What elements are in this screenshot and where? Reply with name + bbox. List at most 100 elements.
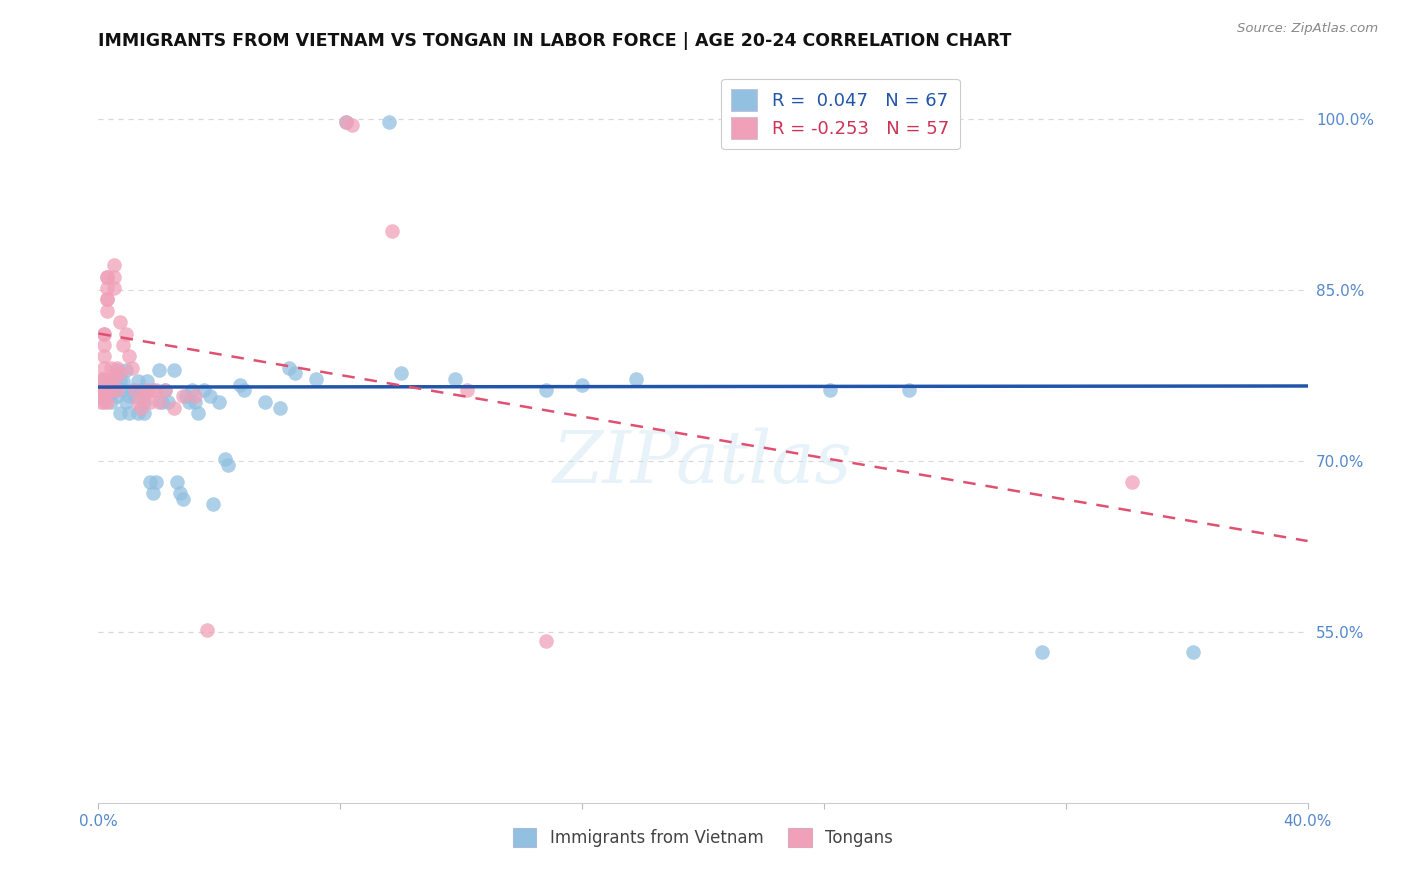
Point	[305, 372, 328, 386]
Point	[1121, 475, 1143, 489]
Point	[111, 375, 134, 389]
Point	[253, 395, 276, 409]
Point	[96, 281, 118, 295]
Point	[163, 401, 186, 415]
Point	[100, 395, 122, 409]
Point	[129, 401, 152, 415]
Point	[193, 384, 215, 398]
Point	[90, 384, 112, 398]
Point	[93, 384, 115, 398]
Point	[200, 389, 222, 403]
Point	[139, 475, 162, 489]
Text: Source: ZipAtlas.com: Source: ZipAtlas.com	[1237, 22, 1378, 36]
Point	[93, 326, 115, 341]
Point	[124, 384, 146, 398]
Point	[284, 367, 307, 381]
Point	[96, 293, 118, 307]
Point	[202, 497, 225, 511]
Point	[100, 360, 122, 375]
Point	[90, 384, 112, 398]
Point	[127, 375, 149, 389]
Text: ZIPatlas: ZIPatlas	[553, 427, 853, 498]
Text: IMMIGRANTS FROM VIETNAM VS TONGAN IN LABOR FORCE | AGE 20-24 CORRELATION CHART: IMMIGRANTS FROM VIETNAM VS TONGAN IN LAB…	[98, 32, 1012, 50]
Point	[148, 363, 170, 377]
Point	[166, 475, 188, 489]
Point	[100, 384, 122, 398]
Point	[214, 451, 236, 466]
Point	[111, 338, 134, 352]
Point	[93, 326, 115, 341]
Point	[96, 384, 118, 398]
Point	[105, 363, 128, 377]
Point	[93, 385, 115, 400]
Point	[93, 372, 115, 386]
Point	[127, 406, 149, 420]
Point	[187, 406, 209, 420]
Point	[335, 114, 357, 128]
Point	[534, 384, 557, 398]
Point	[108, 367, 131, 381]
Point	[195, 623, 218, 637]
Point	[114, 395, 136, 409]
Point	[897, 384, 920, 398]
Point	[90, 384, 112, 398]
Point	[100, 372, 122, 386]
Point	[145, 384, 167, 398]
Point	[96, 375, 118, 389]
Point	[135, 375, 157, 389]
Point	[100, 385, 122, 400]
Point	[118, 406, 141, 420]
Point	[269, 401, 291, 415]
Point	[626, 372, 648, 386]
Point	[103, 281, 125, 295]
Point	[342, 118, 364, 132]
Point	[139, 395, 162, 409]
Point	[208, 395, 231, 409]
Point	[111, 384, 134, 398]
Point	[93, 360, 115, 375]
Point	[96, 384, 118, 398]
Point	[389, 367, 412, 381]
Point	[181, 384, 204, 398]
Point	[377, 114, 399, 128]
Point	[456, 384, 478, 398]
Point	[93, 338, 115, 352]
Point	[96, 293, 118, 307]
Point	[381, 224, 404, 238]
Point	[108, 375, 131, 389]
Point	[105, 389, 128, 403]
Point	[172, 491, 194, 506]
Point	[127, 395, 149, 409]
Point	[114, 326, 136, 341]
Point	[571, 377, 593, 392]
Point	[150, 395, 173, 409]
Point	[108, 406, 131, 420]
Point	[142, 384, 165, 398]
Point	[90, 372, 112, 386]
Point	[145, 475, 167, 489]
Point	[103, 269, 125, 284]
Point	[108, 315, 131, 329]
Point	[96, 269, 118, 284]
Point	[118, 389, 141, 403]
Point	[105, 360, 128, 375]
Point	[96, 395, 118, 409]
Point	[172, 389, 194, 403]
Point	[184, 395, 207, 409]
Point	[93, 392, 115, 406]
Point	[335, 114, 357, 128]
Point	[103, 372, 125, 386]
Point	[135, 384, 157, 398]
Point	[153, 384, 176, 398]
Point	[105, 384, 128, 398]
Point	[534, 634, 557, 648]
Point	[90, 395, 112, 409]
Point	[142, 486, 165, 500]
Point	[103, 384, 125, 398]
Point	[121, 384, 143, 398]
Point	[1181, 645, 1204, 659]
Point	[118, 349, 141, 363]
Point	[96, 303, 118, 318]
Point	[93, 395, 115, 409]
Point	[156, 395, 179, 409]
